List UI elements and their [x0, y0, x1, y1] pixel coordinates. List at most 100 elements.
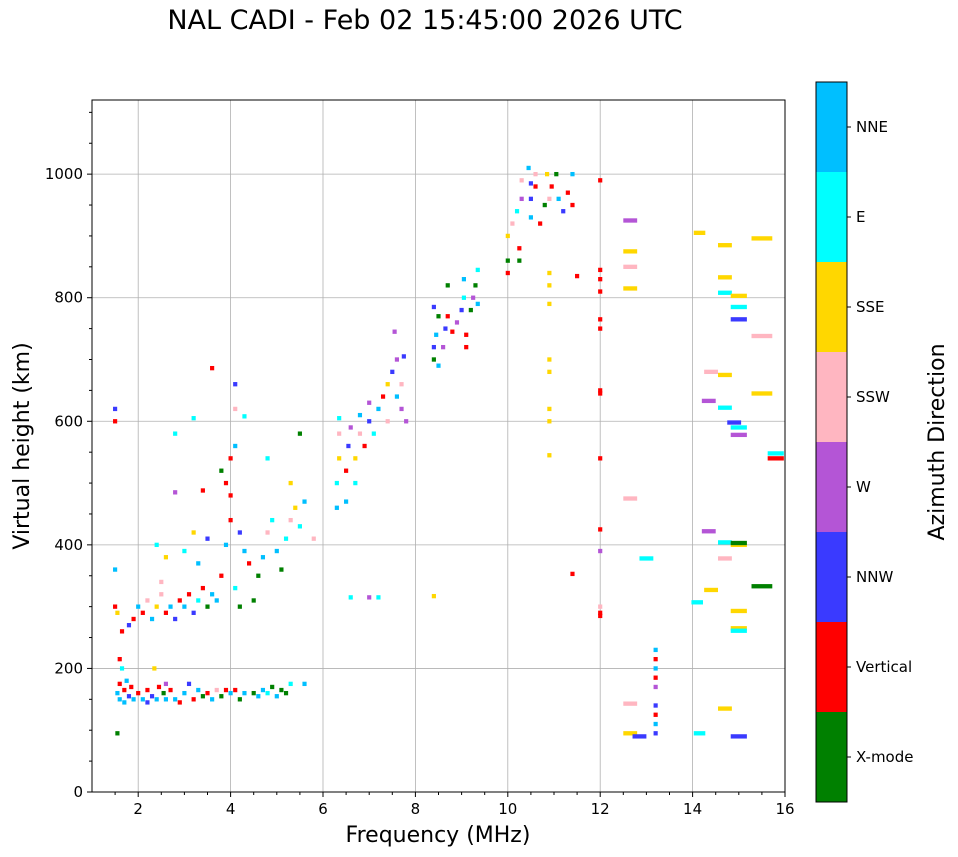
data-point-nnw	[237, 530, 242, 535]
data-point-nnw	[632, 734, 647, 739]
data-point-sse	[547, 406, 552, 412]
data-points	[113, 165, 784, 739]
data-point-e	[297, 524, 302, 529]
data-point-vertical	[450, 329, 455, 334]
data-point-vertical	[136, 690, 141, 696]
axis-ticks: 2 4 6 8 10 12 14 16 0 200 400 600 800 1000	[45, 111, 795, 818]
data-point-nnw	[528, 181, 533, 186]
data-point-sse	[623, 731, 638, 736]
data-point-ssw	[159, 579, 164, 585]
data-point-ssw	[718, 556, 732, 561]
data-point-vertical	[464, 344, 469, 350]
data-point-vertical	[464, 332, 469, 337]
data-point-nne	[131, 697, 136, 702]
data-point-vertical	[570, 571, 575, 577]
data-point-sse	[718, 706, 732, 711]
data-point-w	[394, 357, 399, 362]
data-point-nnw	[431, 344, 436, 350]
y-tick-label: 200	[54, 659, 83, 677]
data-point-vertical	[505, 270, 510, 276]
data-point-nne	[653, 647, 658, 653]
data-point-sse	[718, 372, 732, 378]
data-point-nne	[302, 681, 307, 687]
data-point-e	[337, 416, 342, 421]
data-point-vertical	[598, 317, 603, 322]
data-point-vertical	[598, 267, 603, 273]
data-point-w	[392, 329, 397, 334]
y-tick-label: 400	[54, 536, 83, 554]
data-point-nnw	[346, 443, 351, 449]
data-point-nne	[124, 678, 129, 683]
colorbar-label-e: E	[856, 208, 865, 226]
data-point-e	[767, 451, 784, 456]
data-point-x-mode	[505, 258, 510, 263]
data-point-nne	[182, 604, 187, 609]
data-point-vertical	[598, 326, 603, 331]
data-point-vertical	[653, 675, 658, 680]
data-point-nnw	[126, 694, 132, 699]
data-point-e	[693, 731, 706, 736]
data-point-e	[514, 209, 520, 214]
data-point-vertical	[177, 700, 182, 705]
colorbar-label-sse: SSE	[856, 298, 885, 316]
data-point-nne	[274, 694, 279, 699]
data-point-vertical	[538, 221, 543, 226]
data-point-nnw	[113, 406, 118, 412]
x-tick-label: 4	[226, 800, 236, 818]
y-axis-label: Virtual height (km)	[10, 342, 35, 549]
data-point-w	[701, 398, 716, 404]
colorbar-label-ssw: SSW	[856, 388, 890, 406]
data-point-nne	[228, 690, 233, 696]
data-point-sse	[547, 301, 552, 307]
data-point-vertical	[210, 365, 215, 371]
data-point-sse	[623, 286, 638, 291]
data-point-vertical	[156, 684, 162, 690]
data-point-vertical	[445, 314, 450, 319]
data-point-vertical	[549, 184, 554, 189]
data-point-vertical	[228, 456, 233, 461]
data-point-e	[265, 690, 270, 696]
colorbar-label-w: W	[856, 478, 871, 496]
colorbar-frame	[815, 81, 848, 803]
data-point-vertical	[122, 687, 127, 693]
data-point-nne	[115, 690, 120, 696]
data-point-nnw	[401, 354, 406, 359]
data-point-sse	[730, 608, 747, 614]
data-point-sse	[718, 275, 732, 280]
data-point-nne	[526, 165, 531, 171]
data-point-vertical	[191, 697, 196, 702]
data-point-nnw	[173, 616, 178, 622]
data-point-nnw	[730, 317, 747, 322]
data-point-vertical	[168, 687, 173, 693]
data-point-e	[718, 290, 732, 295]
data-point-nne	[113, 567, 118, 572]
data-point-sse	[293, 505, 298, 510]
data-point-sse	[751, 391, 773, 396]
data-point-vertical	[223, 480, 229, 486]
data-point-e	[730, 425, 747, 430]
data-point-nne	[214, 598, 219, 603]
data-point-x-mode	[730, 540, 747, 546]
colorbar-segment-nnw	[816, 532, 847, 622]
colorbar-label: Azimuth Direction	[925, 343, 950, 540]
chart-title: NAL CADI - Feb 02 15:45:00 2026 UTC	[167, 5, 683, 36]
data-point-vertical	[223, 687, 229, 693]
data-point-e	[376, 595, 381, 600]
data-point-nne	[436, 363, 441, 368]
data-point-ssw	[519, 178, 524, 183]
x-tick-label: 8	[411, 800, 421, 818]
data-point-nne	[653, 721, 658, 727]
data-point-nnw	[186, 681, 192, 687]
data-point-w	[623, 218, 638, 223]
data-point-e	[371, 431, 376, 436]
data-point-e	[196, 598, 201, 603]
data-point-vertical	[598, 388, 603, 393]
data-point-nne	[357, 412, 363, 418]
data-point-x-mode	[279, 567, 284, 572]
data-point-ssw	[288, 517, 293, 523]
data-point-vertical	[247, 561, 252, 566]
data-point-e	[288, 681, 293, 687]
data-point-x-mode	[219, 694, 224, 699]
x-tick-label: 2	[133, 800, 143, 818]
